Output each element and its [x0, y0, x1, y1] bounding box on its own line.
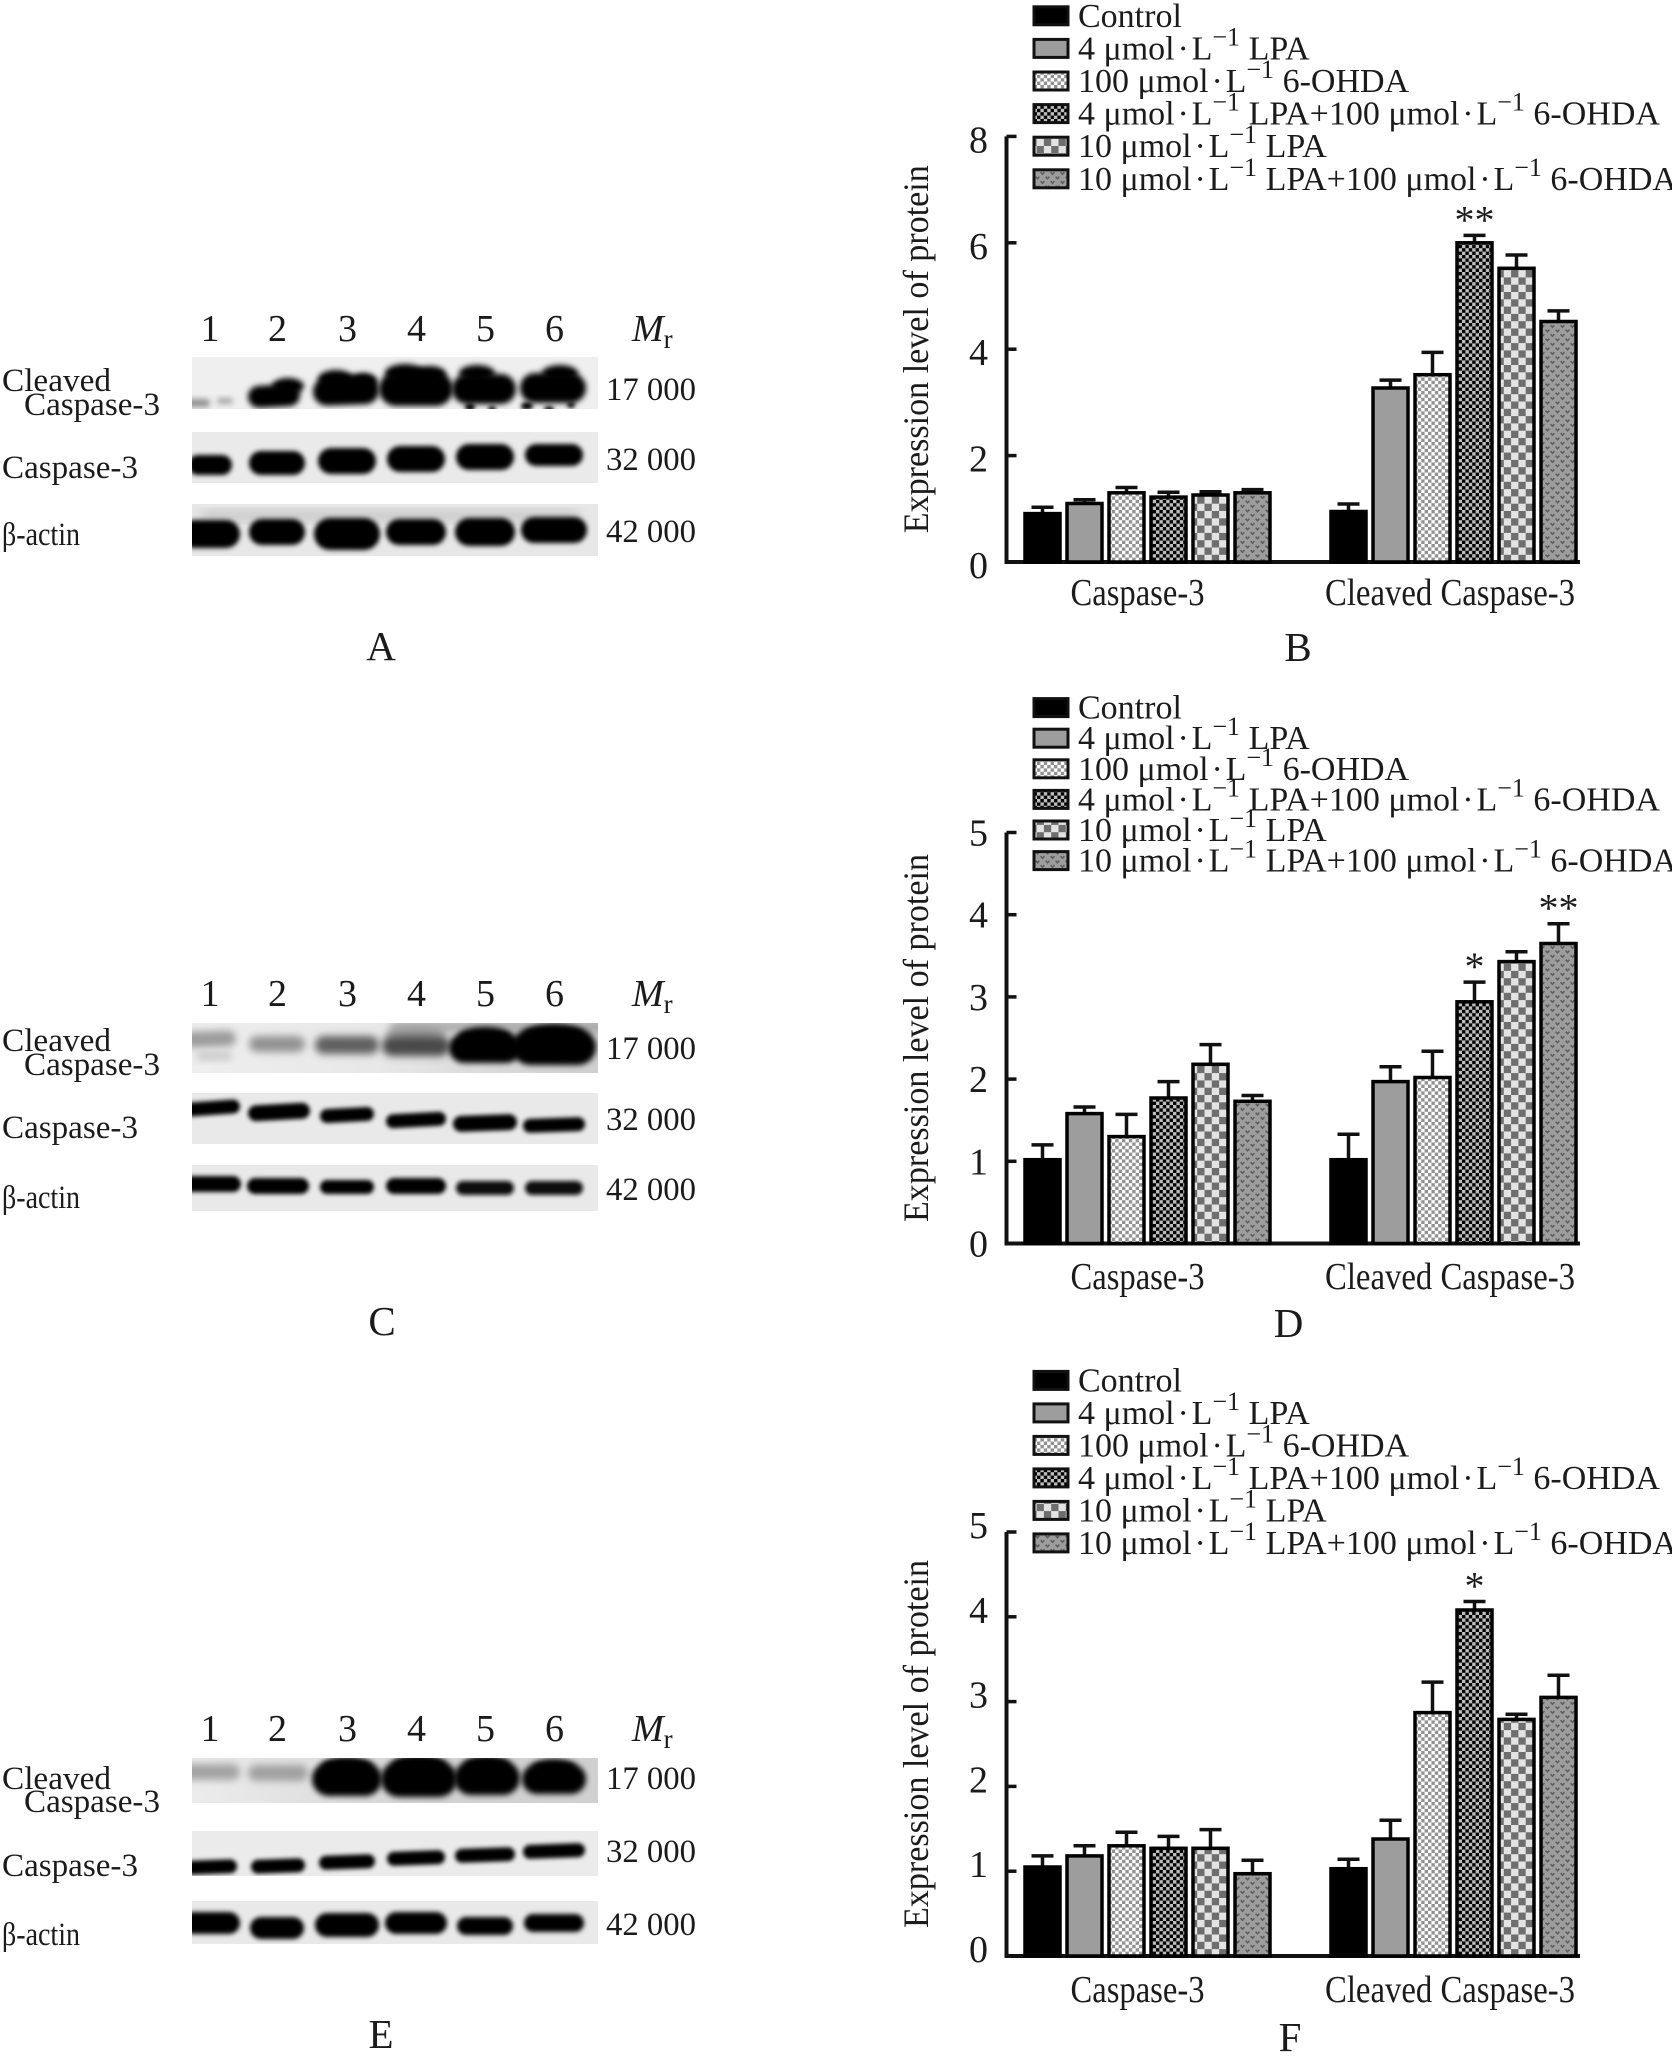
svg-text:10 μmol · L−1 LPA: 10 μmol · L−1 LPA: [1078, 1484, 1327, 1529]
svg-text:Caspase-3: Caspase-3: [24, 1784, 160, 1820]
svg-text:Expression level of protein: Expression level of protein: [896, 165, 936, 533]
svg-text:Control: Control: [1078, 0, 1182, 35]
svg-text:5: 5: [476, 308, 495, 350]
svg-text:4: 4: [407, 1708, 426, 1750]
svg-text:32 000: 32 000: [606, 442, 696, 478]
svg-text:10 μmol · L−1 LPA: 10 μmol · L−1 LPA: [1078, 120, 1327, 165]
svg-text:5: 5: [476, 973, 495, 1015]
svg-text:3: 3: [338, 308, 357, 350]
svg-text:17 000: 17 000: [606, 1761, 696, 1797]
svg-text:Cleaved: Cleaved: [2, 1761, 111, 1797]
svg-text:100 μmol · L−1 6-OHDA: 100 μmol · L−1 6-OHDA: [1078, 743, 1410, 788]
svg-text:Mr: Mr: [631, 308, 673, 354]
svg-text:4 μmol · L−1 LPA+100 μmol · L−: 4 μmol · L−1 LPA+100 μmol · L−1 6-OHDA: [1078, 1452, 1660, 1497]
svg-text:1: 1: [969, 1141, 988, 1183]
svg-text:*: *: [1465, 1564, 1485, 1609]
svg-text:10 μmol · L−1 LPA+100 μmol · L: 10 μmol · L−1 LPA+100 μmol · L−1 6-OHDA: [1078, 835, 1672, 880]
svg-text:32 000: 32 000: [606, 1834, 696, 1870]
svg-text:1: 1: [201, 1708, 220, 1750]
svg-text:6: 6: [545, 1708, 564, 1750]
svg-text:Expression level of protein: Expression level of protein: [896, 854, 936, 1222]
svg-text:6: 6: [969, 226, 988, 268]
svg-text:2: 2: [969, 1059, 988, 1101]
svg-text:10 μmol · L−1 LPA+100 μmol · L: 10 μmol · L−1 LPA+100 μmol · L−1 6-OHDA: [1078, 153, 1672, 198]
svg-text:0: 0: [969, 545, 988, 587]
svg-text:5: 5: [476, 1708, 495, 1750]
svg-text:Expression level of protein: Expression level of protein: [896, 1560, 936, 1928]
svg-text:10 μmol · L−1 LPA+100 μmol · L: 10 μmol · L−1 LPA+100 μmol · L−1 6-OHDA: [1078, 1517, 1672, 1562]
svg-text:42 000: 42 000: [606, 1907, 696, 1943]
svg-text:β-actin: β-actin: [2, 517, 80, 553]
svg-text:4 μmol · L−1 LPA+100 μmol · L−: 4 μmol · L−1 LPA+100 μmol · L−1 6-OHDA: [1078, 773, 1660, 818]
svg-text:Control: Control: [1078, 690, 1182, 727]
svg-text:100 μmol · L−1 6-OHDA: 100 μmol · L−1 6-OHDA: [1078, 1419, 1410, 1464]
svg-text:*: *: [1465, 944, 1485, 989]
svg-text:3: 3: [969, 1675, 988, 1717]
svg-text:5: 5: [969, 1505, 988, 1547]
svg-text:β-actin: β-actin: [2, 1180, 80, 1216]
svg-text:2: 2: [268, 1708, 287, 1750]
svg-text:4: 4: [407, 973, 426, 1015]
svg-text:3: 3: [969, 977, 988, 1019]
svg-text:2: 2: [268, 973, 287, 1015]
svg-text:E: E: [368, 2011, 393, 2057]
svg-text:42 000: 42 000: [606, 1172, 696, 1208]
svg-text:1: 1: [201, 973, 220, 1015]
svg-text:β-actin: β-actin: [2, 1917, 80, 1953]
svg-text:4: 4: [969, 1590, 988, 1632]
svg-text:10 μmol · L−1 LPA: 10 μmol · L−1 LPA: [1078, 804, 1327, 849]
svg-text:8: 8: [969, 119, 988, 161]
svg-text:4 μmol · L−1 LPA+100 μmol · L−: 4 μmol · L−1 LPA+100 μmol · L−1 6-OHDA: [1078, 88, 1660, 133]
svg-text:0: 0: [969, 1224, 988, 1266]
svg-text:Mr: Mr: [631, 973, 673, 1019]
svg-text:Caspase-3: Caspase-3: [1071, 572, 1205, 614]
svg-text:Caspase-3: Caspase-3: [2, 450, 138, 486]
svg-text:17 000: 17 000: [606, 1031, 696, 1067]
svg-text:Caspase-3: Caspase-3: [1071, 1256, 1205, 1298]
svg-text:4: 4: [969, 332, 988, 374]
svg-text:Caspase-3: Caspase-3: [24, 387, 160, 423]
svg-text:3: 3: [338, 1708, 357, 1750]
svg-text:32 000: 32 000: [606, 1102, 696, 1138]
svg-text:A: A: [366, 623, 396, 669]
svg-text:**: **: [1539, 886, 1579, 931]
svg-text:5: 5: [969, 813, 988, 855]
svg-text:3: 3: [338, 973, 357, 1015]
svg-text:Caspase-3: Caspase-3: [2, 1848, 138, 1884]
svg-text:B: B: [1284, 624, 1311, 670]
svg-text:42 000: 42 000: [606, 514, 696, 550]
svg-text:4 μmol · L−1 LPA: 4 μmol · L−1 LPA: [1078, 22, 1310, 67]
svg-text:1: 1: [969, 1844, 988, 1886]
svg-text:4: 4: [969, 895, 988, 937]
svg-text:Cleaved Caspase-3: Cleaved Caspase-3: [1325, 1969, 1575, 2011]
svg-text:4 μmol · L−1 LPA: 4 μmol · L−1 LPA: [1078, 1387, 1310, 1432]
svg-text:100 μmol · L−1 6-OHDA: 100 μmol · L−1 6-OHDA: [1078, 55, 1410, 100]
svg-text:2: 2: [969, 1759, 988, 1801]
svg-text:**: **: [1455, 197, 1495, 242]
svg-text:2: 2: [969, 439, 988, 481]
svg-text:Caspase-3: Caspase-3: [2, 1110, 138, 1146]
svg-text:0: 0: [969, 1929, 988, 1971]
svg-text:Caspase-3: Caspase-3: [24, 1047, 160, 1083]
svg-text:17 000: 17 000: [606, 372, 696, 408]
svg-text:Caspase-3: Caspase-3: [1071, 1969, 1205, 2011]
svg-text:2: 2: [268, 308, 287, 350]
svg-text:6: 6: [545, 973, 564, 1015]
svg-text:D: D: [1274, 1300, 1304, 1346]
svg-text:Cleaved: Cleaved: [2, 1023, 111, 1059]
svg-text:1: 1: [201, 308, 220, 350]
svg-text:Control: Control: [1078, 1362, 1182, 1399]
svg-text:Cleaved Caspase-3: Cleaved Caspase-3: [1325, 1256, 1575, 1298]
svg-text:4: 4: [407, 308, 426, 350]
svg-text:C: C: [368, 1298, 395, 1344]
svg-text:4 μmol · L−1 LPA: 4 μmol · L−1 LPA: [1078, 712, 1310, 757]
svg-text:Mr: Mr: [631, 1708, 673, 1754]
svg-text:Cleaved Caspase-3: Cleaved Caspase-3: [1325, 572, 1575, 614]
svg-text:6: 6: [545, 308, 564, 350]
svg-text:Cleaved: Cleaved: [2, 363, 111, 399]
svg-text:F: F: [1279, 2014, 1302, 2060]
